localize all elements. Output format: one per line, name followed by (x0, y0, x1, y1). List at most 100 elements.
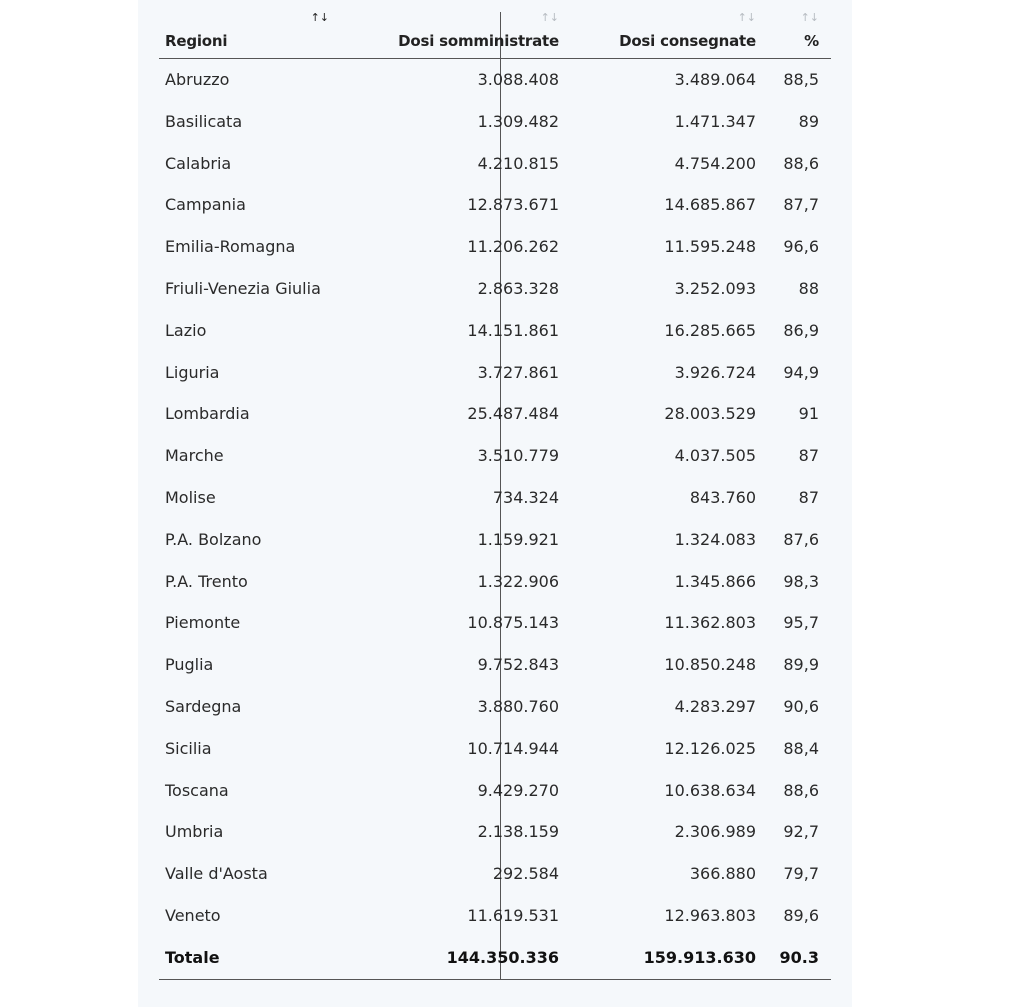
delivered-cell: 28.003.529 (664, 404, 756, 424)
administered-cell: 292.584 (492, 864, 559, 884)
percent-cell: 88,6 (783, 153, 819, 173)
region-cell: Sicilia (165, 738, 212, 758)
administered-cell: 11.206.262 (467, 237, 559, 257)
percent-cell: 96,6 (783, 237, 819, 257)
administered-cell: 1.309.482 (477, 111, 559, 131)
administered-cell: 3.727.861 (477, 362, 559, 382)
percent-cell: 88,6 (783, 780, 819, 800)
administered-cell: 1.159.921 (477, 529, 559, 549)
table-row: Puglia 9.752.843 10.850.248 89,9 (159, 644, 831, 686)
table-panel (138, 0, 852, 1007)
percent-cell: 91 (798, 404, 819, 424)
sort-arrows-icon[interactable]: ↑↓ (800, 11, 819, 24)
delivered-cell: 11.595.248 (664, 237, 756, 257)
administered-cell: 25.487.484 (467, 404, 559, 424)
total-administered: 144.350.336 (446, 947, 559, 967)
delivered-cell: 3.926.724 (674, 362, 756, 382)
table-row: Campania 12.873.671 14.685.867 87,7 (159, 184, 831, 226)
header-dosi-somministrate[interactable]: ↑↓ Dosi somministrate (341, 0, 559, 58)
table-row: Calabria 4.210.815 4.754.200 88,6 (159, 143, 831, 185)
region-cell: Lazio (165, 320, 207, 340)
region-cell: Calabria (165, 153, 232, 173)
sort-arrows-icon[interactable]: ↑↓ (737, 11, 756, 24)
percent-cell: 89,6 (783, 905, 819, 925)
vaccine-doses-table: ↑↓ Regioni ↑↓ Dosi somministrate ↑↓ Dosi… (159, 0, 831, 980)
percent-cell: 90,6 (783, 696, 819, 716)
percent-cell: 88,5 (783, 70, 819, 89)
percent-cell: 89,9 (783, 655, 819, 675)
percent-cell: 95,7 (783, 613, 819, 633)
region-cell: Sardegna (165, 696, 242, 716)
administered-cell: 11.619.531 (467, 905, 559, 925)
delivered-cell: 1.324.083 (674, 529, 756, 549)
header-label: % (804, 32, 819, 50)
sort-arrows-icon[interactable]: ↑↓ (310, 11, 329, 24)
table-row: Lazio 14.151.861 16.285.665 86,9 (159, 310, 831, 352)
region-cell: Piemonte (165, 613, 241, 633)
administered-cell: 4.210.815 (477, 153, 559, 173)
table-row: Marche 3.510.779 4.037.505 87 (159, 435, 831, 477)
column-divider (500, 12, 501, 979)
region-cell: Veneto (165, 905, 221, 925)
percent-cell: 89 (798, 111, 819, 131)
table-row: Valle d'Aosta 292.584 366.880 79,7 (159, 853, 831, 895)
table-row: Molise 734.324 843.760 87 (159, 477, 831, 519)
delivered-cell: 16.285.665 (664, 320, 756, 340)
table-row: Piemonte 10.875.143 11.362.803 95,7 (159, 602, 831, 644)
administered-cell: 14.151.861 (467, 320, 559, 340)
administered-cell: 10.875.143 (467, 613, 559, 633)
percent-cell: 94,9 (783, 362, 819, 382)
delivered-cell: 12.126.025 (664, 738, 756, 758)
table-row: Emilia-Romagna 11.206.262 11.595.248 96,… (159, 226, 831, 268)
percent-cell: 88,4 (783, 738, 819, 758)
total-label: Totale (165, 947, 220, 967)
percent-cell: 92,7 (783, 822, 819, 842)
header-label: Dosi consegnate (619, 32, 756, 50)
delivered-cell: 1.471.347 (674, 111, 756, 131)
percent-cell: 87,7 (783, 195, 819, 215)
percent-cell: 86,9 (783, 320, 819, 340)
table-row: P.A. Bolzano 1.159.921 1.324.083 87,6 (159, 519, 831, 561)
delivered-cell: 12.963.803 (664, 905, 756, 925)
region-cell: Basilicata (165, 111, 243, 131)
table-row: P.A. Trento 1.322.906 1.345.866 98,3 (159, 561, 831, 603)
table-row: Sicilia 10.714.944 12.126.025 88,4 (159, 728, 831, 770)
table-body: Abruzzo 3.088.408 3.489.064 88,5 Basilic… (159, 59, 831, 979)
delivered-cell: 1.345.866 (674, 571, 756, 591)
administered-cell: 734.324 (492, 487, 559, 507)
administered-cell: 3.088.408 (477, 70, 559, 89)
table-row: Liguria 3.727.861 3.926.724 94,9 (159, 352, 831, 394)
delivered-cell: 10.850.248 (664, 655, 756, 675)
administered-cell: 3.880.760 (477, 696, 559, 716)
region-cell: Puglia (165, 655, 214, 675)
table-row: Abruzzo 3.088.408 3.489.064 88,5 (159, 59, 831, 101)
percent-cell: 88 (798, 278, 819, 298)
table-row: Friuli-Venezia Giulia 2.863.328 3.252.09… (159, 268, 831, 310)
administered-cell: 1.322.906 (477, 571, 559, 591)
region-cell: Campania (165, 195, 246, 215)
table-row: Lombardia 25.487.484 28.003.529 91 (159, 393, 831, 435)
header-dosi-consegnate[interactable]: ↑↓ Dosi consegnate (559, 0, 756, 58)
delivered-cell: 10.638.634 (664, 780, 756, 800)
table-bottom-border (159, 979, 831, 980)
delivered-cell: 3.252.093 (674, 278, 756, 298)
administered-cell: 2.138.159 (477, 822, 559, 842)
sort-arrows-icon[interactable]: ↑↓ (540, 11, 559, 24)
delivered-cell: 4.037.505 (674, 446, 756, 466)
table-row: Veneto 11.619.531 12.963.803 89,6 (159, 895, 831, 937)
delivered-cell: 4.283.297 (674, 696, 756, 716)
percent-cell: 98,3 (783, 571, 819, 591)
region-cell: Emilia-Romagna (165, 237, 296, 257)
region-cell: Molise (165, 487, 216, 507)
header-label: Dosi somministrate (398, 32, 559, 50)
administered-cell: 2.863.328 (477, 278, 559, 298)
total-delivered: 159.913.630 (643, 947, 756, 967)
table-row: Toscana 9.429.270 10.638.634 88,6 (159, 770, 831, 812)
percent-cell: 79,7 (783, 864, 819, 884)
delivered-cell: 843.760 (689, 487, 756, 507)
region-cell: P.A. Bolzano (165, 529, 262, 549)
total-percent: 90.3 (779, 947, 819, 967)
header-percent[interactable]: ↑↓ % (756, 0, 820, 58)
header-regioni[interactable]: ↑↓ Regioni (165, 0, 341, 58)
region-cell: Valle d'Aosta (165, 864, 268, 884)
